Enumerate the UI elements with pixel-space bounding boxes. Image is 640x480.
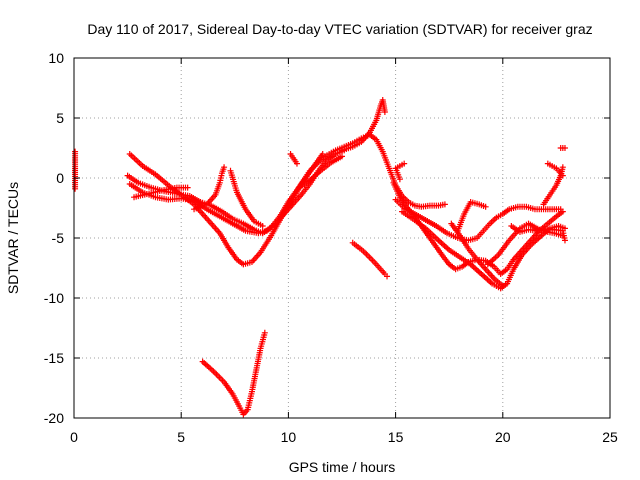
x-tick-label: 20 bbox=[495, 429, 511, 445]
x-axis-label: GPS time / hours bbox=[289, 459, 396, 475]
data-series-segment bbox=[339, 97, 388, 154]
data-series-segment bbox=[349, 239, 391, 280]
data-series-segment bbox=[392, 196, 564, 244]
data-point bbox=[381, 109, 388, 115]
x-tick-label: 15 bbox=[388, 429, 404, 445]
chart-title: Day 110 of 2017, Sidereal Day-to-day VTE… bbox=[87, 21, 592, 37]
data-point bbox=[293, 160, 300, 167]
data-point bbox=[561, 237, 568, 244]
x-tick-label: 25 bbox=[602, 429, 618, 445]
data-series-segment bbox=[227, 167, 266, 229]
data-series-segment bbox=[131, 184, 191, 201]
data-point bbox=[482, 203, 489, 210]
data-series-segment bbox=[72, 148, 79, 192]
data-point bbox=[261, 329, 268, 336]
data-point bbox=[561, 145, 568, 151]
marks-layer bbox=[72, 97, 568, 418]
y-tick-label: 0 bbox=[56, 170, 64, 186]
data-series-segment bbox=[508, 223, 568, 244]
data-series-segment bbox=[287, 151, 300, 167]
data-series-segment bbox=[557, 145, 568, 151]
ticks-layer: 0 5 10 15 20 25 -20 -15 -10 -5 0 5 10 bbox=[44, 50, 618, 445]
data-point bbox=[184, 184, 191, 191]
data-point bbox=[499, 283, 506, 289]
x-tick-label: 10 bbox=[281, 429, 297, 445]
data-series-segment bbox=[399, 208, 568, 292]
data-point bbox=[441, 201, 448, 208]
x-tick-label: 0 bbox=[70, 429, 78, 445]
data-point bbox=[559, 172, 566, 179]
data-series-segment bbox=[544, 160, 566, 179]
y-tick-label: -10 bbox=[44, 290, 64, 306]
y-tick-label: -5 bbox=[52, 230, 65, 246]
data-point bbox=[221, 164, 228, 171]
data-point bbox=[339, 153, 345, 160]
data-series-segment bbox=[454, 199, 489, 234]
data-series-segment bbox=[296, 153, 345, 191]
y-tick-label: 10 bbox=[48, 50, 64, 66]
data-point bbox=[557, 206, 564, 213]
y-axis-label: SDTVAR / TECUs bbox=[5, 182, 21, 294]
data-point bbox=[259, 223, 266, 229]
data-series-segment bbox=[392, 160, 408, 183]
y-tick-label: -20 bbox=[44, 410, 64, 426]
data-point bbox=[72, 185, 79, 192]
data-point bbox=[384, 273, 391, 280]
x-tick-label: 5 bbox=[177, 429, 185, 445]
data-point bbox=[559, 164, 566, 171]
data-series-segment bbox=[191, 164, 228, 213]
data-series-segment bbox=[540, 164, 566, 208]
data-point bbox=[319, 151, 326, 157]
data-point bbox=[396, 176, 403, 183]
grid-layer bbox=[74, 58, 610, 418]
y-tick-label: -15 bbox=[44, 350, 64, 366]
data-series-segment bbox=[199, 329, 268, 418]
y-tick-label: 5 bbox=[56, 110, 64, 126]
